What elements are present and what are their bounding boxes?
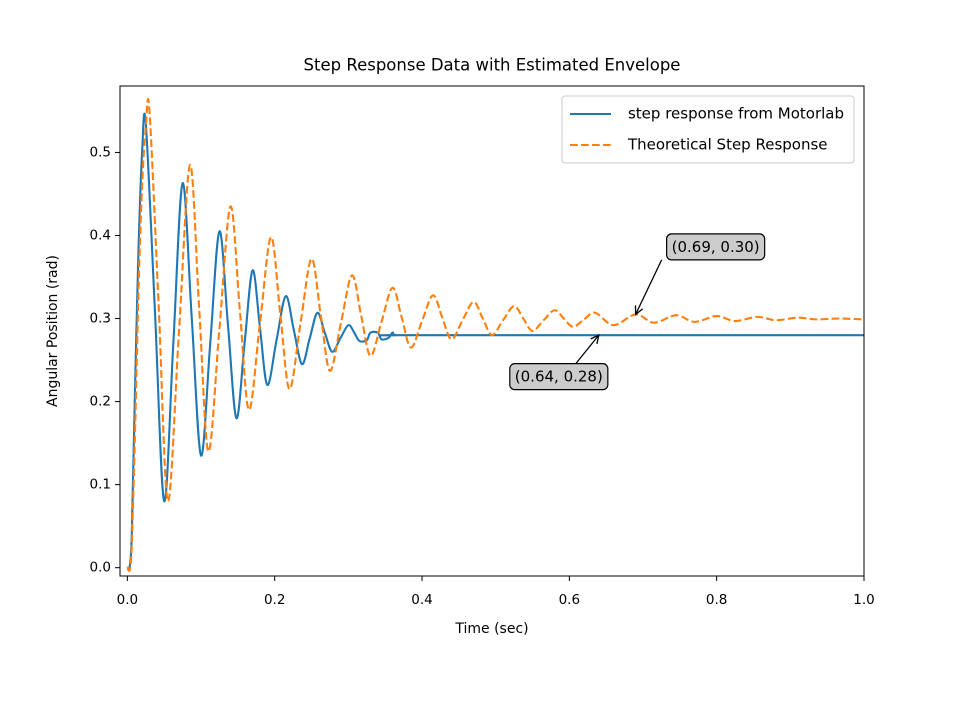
legend: step response from Motorlab Theoretical S…: [561, 95, 855, 164]
legend-label: step response from Motorlab: [628, 105, 844, 123]
annotation: (0.69, 0.30): [636, 233, 766, 315]
annotation-text: (0.69, 0.30): [672, 238, 760, 256]
y-tick-label: 0.1: [90, 477, 111, 493]
y-tick-label: 0.2: [90, 394, 111, 410]
series-line: [126, 112, 864, 572]
chart-title: Step Response Data with Estimated Envelo…: [304, 56, 681, 75]
annotation-text: (0.64, 0.28): [515, 368, 603, 386]
legend-label: Theoretical Step Response: [627, 136, 828, 154]
x-tick-label: 0.8: [706, 592, 727, 608]
annotation: (0.64, 0.28): [509, 335, 609, 391]
x-tick-label: 0.0: [117, 592, 138, 608]
y-tick-label: 0.0: [90, 560, 111, 576]
annotation-box: [509, 363, 609, 391]
y-tick-label: 0.3: [90, 311, 111, 327]
annotation-arrow: [636, 259, 663, 315]
legend-box: [561, 95, 855, 164]
x-axis-label: Time (sec): [454, 621, 528, 637]
x-tick-label: 1.0: [853, 592, 874, 608]
annotation-arrow: [575, 335, 599, 365]
y-axis-label: Angular Position (rad): [45, 255, 61, 407]
annotation-box: [666, 233, 766, 261]
x-tick-label: 0.6: [559, 592, 580, 608]
y-tick-label: 0.4: [90, 227, 111, 243]
axes-frame: [119, 85, 865, 577]
x-tick-label: 0.4: [411, 592, 432, 608]
x-tick-label: 0.2: [264, 592, 285, 608]
y-tick-label: 0.5: [90, 144, 111, 160]
